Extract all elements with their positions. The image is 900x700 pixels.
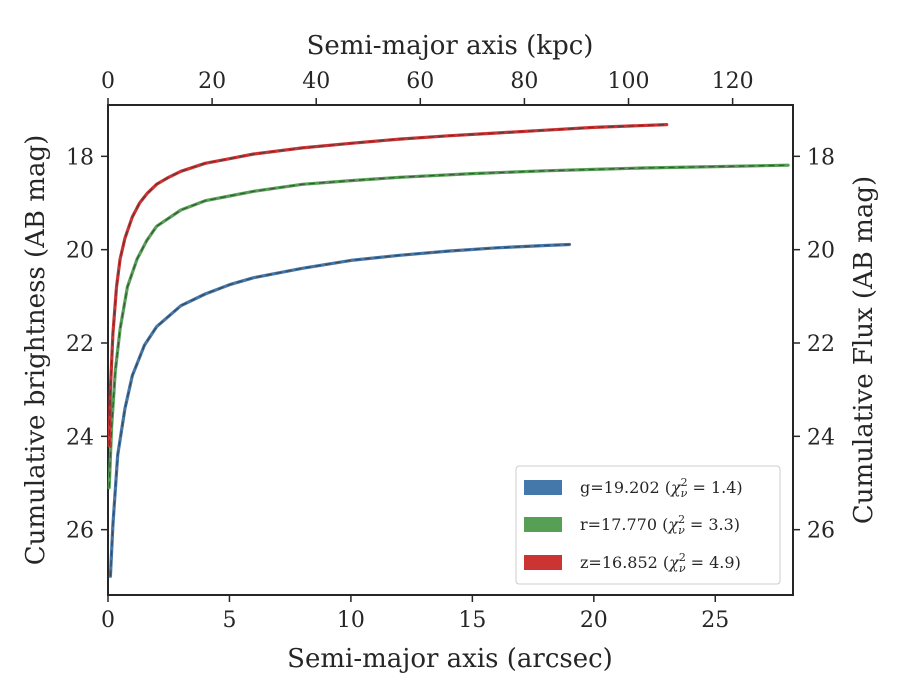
top-x-tick-label: 0 [101,69,115,94]
legend-swatch-r [524,517,562,532]
x-tick-label: 25 [701,608,729,633]
right-y-tick-label: 18 [807,145,835,170]
y-tick-label: 24 [66,425,94,450]
y-tick-label: 20 [66,239,94,264]
y-tick-label: 22 [66,332,94,357]
x-tick-label: 15 [458,608,486,633]
y-tick-label: 18 [66,145,94,170]
x-tick-label: 0 [101,608,115,633]
top-x-tick-label: 80 [510,69,538,94]
right-y-tick-label: 20 [807,239,835,264]
right-y-tick-label: 26 [807,519,835,544]
legend: g=19.202 (χ2 ν = 1.4) r=17.770 (χ2 ν = 3.3… [515,465,781,585]
y-tick-label: 26 [66,519,94,544]
right-y-tick-label: 22 [807,332,835,357]
top-x-axis-title: Semi-major axis (kpc) [307,31,594,61]
top-x-tick-label: 120 [712,69,754,94]
curves-layer [107,123,790,578]
x-tick-label: 10 [337,608,365,633]
top-x-tick-label: 100 [608,69,650,94]
series-fit-r [108,164,789,488]
top-x-tick-label: 20 [198,69,226,94]
legend-swatch-z [524,555,562,570]
series-line-z [107,123,669,448]
legend-swatch-g [524,480,562,495]
legend-label-z: z=16.852 (χ2 ν = 4.9) [580,551,741,575]
right-y-tick-label: 24 [807,425,835,450]
series-fit-z [108,123,667,446]
top-x-tick-label: 40 [302,69,330,94]
y-axis-title: Cumulative brightness (AB mag) [21,135,51,566]
ticks-layer: 0 5 10 15 20 25 0 20 40 60 80 100 120 18 18 20 20 22 22 24 2… [66,69,835,633]
x-tick-label: 20 [580,608,608,633]
x-tick-label: 5 [222,608,236,633]
x-axis-title: Semi-major axis (arcsec) [287,644,613,674]
legend-label-r: r=17.770 (χ2 ν = 3.3) [580,513,740,537]
right-y-axis-title: Cumulative Flux (AB mag) [849,176,879,524]
legend-box [515,465,781,585]
series-line-g [108,242,572,578]
series-line-r [107,163,790,490]
top-x-tick-label: 60 [406,69,434,94]
plot-frame [107,104,794,596]
series-fit-g [109,243,570,577]
legend-label-g: g=19.202 (χ2 ν = 1.4) [580,476,743,500]
